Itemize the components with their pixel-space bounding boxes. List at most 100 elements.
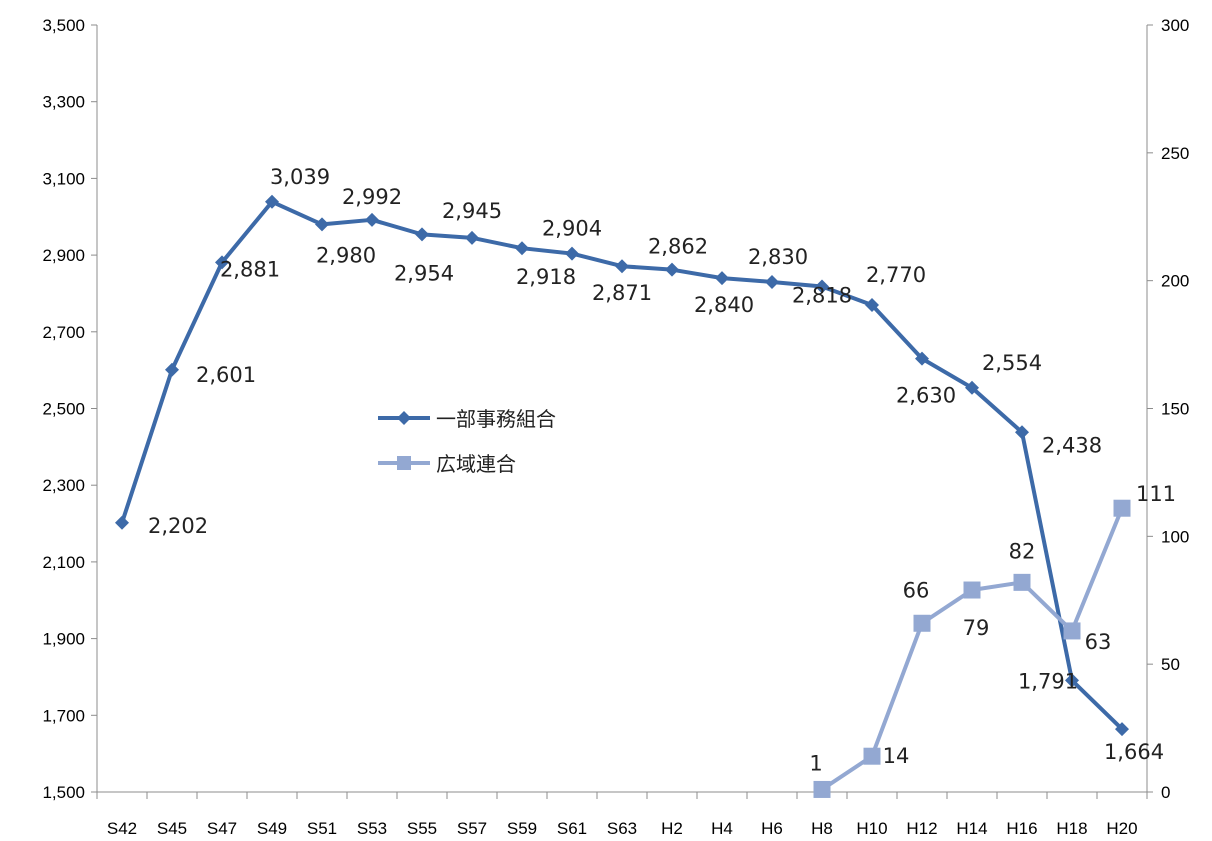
y-right-tick-label: 0 (1161, 783, 1170, 802)
y-right-tick-label: 150 (1161, 400, 1189, 419)
y-right-tick-label: 200 (1161, 272, 1189, 291)
x-tick-label: S57 (457, 819, 487, 838)
x-tick-label: S51 (307, 819, 337, 838)
x-tick-label: H6 (761, 819, 783, 838)
series-1-data-label: 2,862 (648, 235, 708, 259)
series-1-point (515, 241, 529, 256)
x-tick-label: S61 (557, 819, 587, 838)
x-tick-label: H18 (1056, 819, 1087, 838)
data-labels: 2,202 2,601 2,881 3,039 2,980 2,992 2,954 2,945… (148, 165, 1176, 776)
series-1-point (565, 246, 579, 261)
series-1-point (1065, 673, 1079, 688)
y-right-tick-label: 300 (1161, 16, 1189, 35)
series-1-data-label: 2,992 (342, 185, 402, 209)
x-tick-label: H12 (906, 819, 937, 838)
x-tick-label: H16 (1006, 819, 1037, 838)
series-1-point (465, 230, 479, 245)
series-1-data-label: 2,871 (592, 281, 652, 305)
legend-square-marker (397, 456, 411, 470)
series-1-data-label: 2,980 (316, 243, 376, 267)
y-left-tick-label: 2,900 (42, 246, 85, 265)
x-tick-label: H8 (811, 819, 833, 838)
series-1-data-label: 2,945 (442, 199, 502, 223)
y-left-tick-label: 2,300 (42, 476, 85, 495)
y-left-tick-label: 2,100 (42, 553, 85, 572)
series-2-point (1063, 622, 1081, 640)
series-1-point (115, 515, 129, 530)
series-1-point (665, 262, 679, 277)
x-tick-label: H4 (711, 819, 733, 838)
chart-series (115, 194, 1131, 798)
series-1-data-label: 2,818 (792, 284, 852, 308)
series-2-data-label: 14 (883, 744, 910, 768)
series-1-data-label: 1,791 (1018, 669, 1078, 693)
series-2-data-label: 66 (903, 578, 930, 602)
series-1-data-label: 2,840 (694, 293, 754, 317)
series-1-point (315, 217, 329, 232)
series-1-point (765, 274, 779, 289)
series-1-data-label: 2,438 (1042, 433, 1102, 457)
series-1-data-label: 2,554 (982, 351, 1042, 375)
series-1-data-label: 2,770 (866, 263, 926, 287)
series-1-data-label: 2,954 (394, 261, 454, 285)
y-left-tick-label: 3,300 (42, 93, 85, 112)
series-2-point (863, 747, 881, 765)
x-tick-label: S42 (107, 819, 137, 838)
x-tick-label: S55 (407, 819, 437, 838)
series-1-point (615, 259, 629, 274)
y-left-tick-label: 2,700 (42, 323, 85, 342)
series-1-point (265, 194, 279, 209)
series-1-data-label: 2,918 (516, 265, 576, 289)
series-1-point (815, 279, 829, 294)
series-1-data-label: 2,601 (196, 363, 256, 387)
series-2-data-label: 82 (1009, 539, 1036, 563)
series-1-data-label: 3,039 (270, 165, 330, 189)
series-1-point (1015, 425, 1029, 440)
x-tick-label: S63 (607, 819, 637, 838)
x-tick-label: H2 (661, 819, 683, 838)
y-left-tick-label: 3,100 (42, 169, 85, 188)
x-tick-label: H20 (1106, 819, 1137, 838)
x-tick-label: S53 (357, 819, 387, 838)
y-left-tick-label: 1,900 (42, 630, 85, 649)
series-2-data-label: 1 (809, 751, 822, 775)
series-1-data-label: 1,664 (1104, 740, 1164, 764)
x-tick-label: S59 (507, 819, 537, 838)
series-1-data-label: 2,630 (896, 384, 956, 408)
chart-legend: 一部事務組合 広域連合 (378, 407, 556, 476)
x-tick-label: H10 (856, 819, 887, 838)
series-1-data-label: 2,830 (748, 245, 808, 269)
x-tick-label: H14 (956, 819, 987, 838)
series-1-data-label: 2,904 (542, 217, 602, 241)
series-2-data-label: 79 (963, 616, 990, 640)
y-right-tick-label: 250 (1161, 144, 1189, 163)
legend-label-series-2: 広域連合 (436, 452, 516, 476)
series-2-point (963, 581, 981, 599)
series-2-point (1113, 499, 1131, 517)
series-1-point (215, 255, 229, 270)
series-1-point (365, 212, 379, 227)
series-1-point (165, 362, 179, 377)
x-tick-label: S45 (157, 819, 187, 838)
series-1-point (965, 380, 979, 395)
x-tick-label: S47 (207, 819, 237, 838)
y-right-tick-label: 50 (1161, 655, 1180, 674)
series-2-point (913, 614, 931, 632)
series-1-data-label: 2,881 (220, 257, 280, 281)
series-2-data-label: 63 (1085, 630, 1112, 654)
series-1-point (865, 297, 879, 312)
series-2-point (813, 780, 831, 798)
legend-label-series-1: 一部事務組合 (436, 407, 556, 431)
series-1-point (715, 271, 729, 286)
y-left-tick-label: 3,500 (42, 16, 85, 35)
series-1-point (415, 227, 429, 242)
series-1-data-label: 2,202 (148, 514, 208, 538)
y-left-tick-label: 2,500 (42, 400, 85, 419)
series-2-point (1013, 573, 1031, 591)
series-line-2 (820, 507, 1124, 792)
y-left-tick-label: 1,500 (42, 783, 85, 802)
x-tick-label: S49 (257, 819, 287, 838)
series-1-point (915, 351, 929, 366)
legend-diamond-marker (397, 411, 411, 425)
